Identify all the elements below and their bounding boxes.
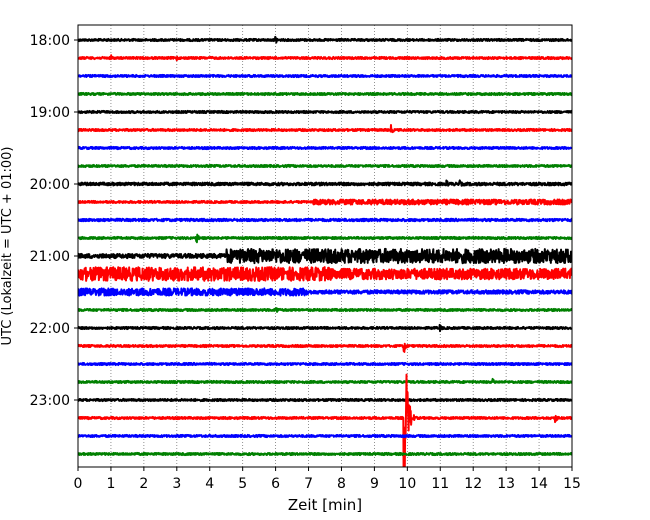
x-axis: 0 1 2 3 4 5 6 7 8 9 10 11 12 13 14 15 bbox=[74, 467, 581, 492]
x-tick-label: 0 bbox=[74, 476, 83, 492]
trace-2230 bbox=[78, 361, 572, 367]
trace-2015 bbox=[78, 198, 572, 206]
x-tick-label: 5 bbox=[238, 476, 247, 492]
x-tick-label: 15 bbox=[563, 476, 581, 492]
x-tick-label: 2 bbox=[139, 476, 148, 492]
x-tick-label: 4 bbox=[205, 476, 214, 492]
x-tick-label: 1 bbox=[106, 476, 115, 492]
trace-2115 bbox=[78, 266, 572, 282]
trace-2045 bbox=[78, 233, 572, 244]
trace-2130 bbox=[78, 287, 572, 297]
trace-1930 bbox=[78, 145, 572, 151]
y-tick-label: 23:00 bbox=[30, 393, 70, 409]
trace-2300 bbox=[78, 397, 572, 403]
trace-1815 bbox=[78, 54, 572, 62]
x-tick-label: 6 bbox=[271, 476, 280, 492]
x-tick-label: 12 bbox=[464, 476, 482, 492]
y-axis: 18:00 19:00 20:00 21:00 22:00 23:00 bbox=[30, 33, 78, 409]
trace-2000 bbox=[78, 179, 572, 187]
x-axis-label: Zeit [min] bbox=[288, 496, 362, 514]
traces bbox=[78, 35, 572, 467]
y-tick-label: 22:00 bbox=[30, 321, 70, 337]
trace-2345 bbox=[78, 451, 572, 457]
trace-1945 bbox=[78, 163, 572, 169]
trace-2315 bbox=[78, 373, 572, 467]
x-tick-label: 8 bbox=[337, 476, 346, 492]
trace-2145 bbox=[78, 307, 572, 313]
trace-2030 bbox=[78, 217, 572, 223]
y-tick-label: 21:00 bbox=[30, 249, 70, 265]
trace-2330 bbox=[78, 433, 572, 439]
trace-1845 bbox=[78, 91, 572, 97]
trace-1830 bbox=[78, 73, 572, 79]
x-tick-label: 9 bbox=[370, 476, 379, 492]
y-axis-label: UTC (Lokalzeit = UTC + 01:00) bbox=[0, 147, 15, 346]
y-tick-label: 18:00 bbox=[30, 33, 70, 49]
y-tick-label: 20:00 bbox=[30, 177, 70, 193]
x-tick-label: 10 bbox=[398, 476, 416, 492]
x-tick-label: 13 bbox=[497, 476, 515, 492]
x-tick-label: 3 bbox=[172, 476, 181, 492]
x-tick-label: 11 bbox=[431, 476, 449, 492]
x-tick-label: 14 bbox=[530, 476, 548, 492]
x-tick-label: 7 bbox=[304, 476, 313, 492]
trace-2215 bbox=[78, 342, 572, 353]
trace-1900 bbox=[78, 109, 572, 115]
y-tick-label: 19:00 bbox=[30, 105, 70, 121]
trace-2100 bbox=[78, 247, 572, 265]
trace-1800 bbox=[78, 35, 572, 44]
trace-2245 bbox=[78, 377, 572, 385]
trace-2200 bbox=[78, 323, 572, 333]
trace-1915 bbox=[78, 124, 572, 134]
plot-frame bbox=[77, 24, 573, 468]
